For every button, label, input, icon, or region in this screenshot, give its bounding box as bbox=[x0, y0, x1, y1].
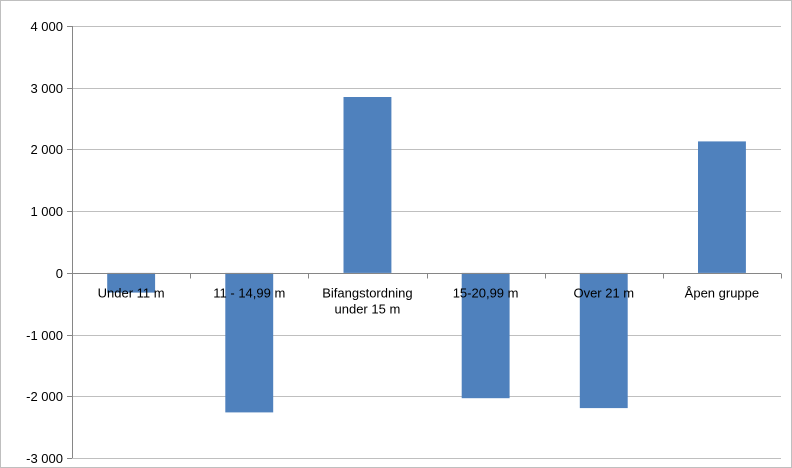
y-tick-label: 0 bbox=[56, 266, 63, 281]
x-category-label: 11 - 14,99 m bbox=[213, 286, 285, 301]
bar bbox=[579, 272, 628, 409]
x-category-label: Over 21 m bbox=[573, 286, 634, 301]
y-tick-label: -1 000 bbox=[26, 328, 63, 343]
x-category-label: Under 11 m bbox=[98, 286, 165, 301]
grid-layer bbox=[72, 26, 781, 459]
x-category-label: Bifangstordning under 15 m bbox=[322, 286, 412, 317]
axis-layer bbox=[67, 26, 782, 459]
label-layer: 4 000 3 000 2 000 1 000 0 -1 000 -2 000 -3 000 U… bbox=[26, 19, 759, 466]
y-tick-label: 4 000 bbox=[30, 19, 63, 34]
x-category-label: Åpen gruppe bbox=[685, 286, 759, 301]
bar bbox=[343, 97, 392, 273]
bar bbox=[225, 272, 274, 413]
bar bbox=[698, 141, 746, 273]
y-tick-label: 1 000 bbox=[30, 204, 63, 219]
bar bbox=[461, 272, 510, 399]
x-category-label: 15-20,99 m bbox=[453, 286, 519, 301]
y-tick-label: -2 000 bbox=[26, 389, 63, 404]
bar-layer bbox=[107, 97, 746, 413]
y-tick-label: 2 000 bbox=[30, 142, 63, 157]
y-tick-label: -3 000 bbox=[26, 451, 63, 466]
bar bbox=[107, 272, 156, 293]
y-tick-label: 3 000 bbox=[30, 81, 63, 96]
